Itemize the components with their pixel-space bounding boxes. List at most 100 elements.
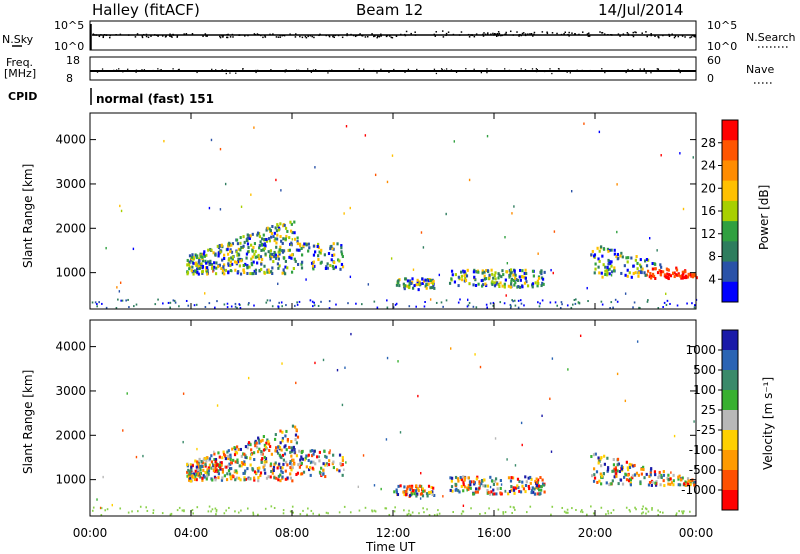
echo-cell [230, 250, 234, 254]
echo-cell [596, 246, 599, 250]
ground-scatter-cell [634, 506, 636, 509]
echo-cell [603, 462, 606, 466]
echo-cell [338, 453, 342, 457]
nave-sample [172, 68, 174, 70]
scatter-cell [390, 257, 393, 260]
ground-scatter-cell [609, 306, 611, 309]
echo-cell [268, 227, 271, 231]
echo-cell [628, 477, 631, 481]
echo-cell [234, 478, 237, 482]
echo-cell [257, 476, 260, 480]
echo-cell [279, 222, 282, 226]
sky-sample [227, 34, 229, 36]
sky-sample [467, 33, 470, 36]
echo-cell [513, 272, 516, 276]
echo-cell [260, 450, 263, 454]
echo-cell [198, 457, 201, 461]
echo-cell [521, 285, 524, 289]
echo-cell [492, 492, 495, 496]
echo-cell [336, 242, 339, 246]
sky-sample [254, 34, 256, 36]
echo-cell [279, 473, 282, 477]
nave-sample [631, 69, 634, 71]
scatter-cell [417, 394, 419, 398]
echo-cell [620, 467, 624, 471]
colorbar-segment [722, 120, 738, 141]
echo-cell [423, 489, 426, 493]
echo-cell [293, 257, 296, 261]
echo-cell [225, 478, 229, 482]
nave-sample [536, 69, 538, 71]
echo-cell [282, 271, 286, 275]
ground-scatter-cell [629, 510, 631, 513]
echo-cell [213, 265, 216, 269]
ground-scatter-cell [236, 306, 238, 309]
ground-scatter-cell [600, 506, 603, 509]
echo-cell [270, 255, 273, 259]
echo-cell [599, 472, 602, 476]
echo-cell [656, 271, 660, 275]
nave-sample [307, 68, 309, 70]
echo-cell [311, 449, 314, 453]
echo-cell [645, 273, 649, 277]
echo-cell [421, 277, 424, 281]
echo-cell [646, 269, 650, 273]
echo-cell [194, 459, 197, 463]
echo-cell [627, 468, 630, 472]
echo-cell [604, 273, 607, 277]
echo-cell [254, 271, 257, 275]
sky-sample [354, 35, 357, 38]
echo-cell [218, 244, 221, 248]
ground-scatter-cell [145, 506, 148, 509]
ground-scatter-cell [689, 510, 691, 513]
echo-cell [193, 472, 196, 476]
echo-cell [246, 250, 250, 254]
echo-cell [654, 473, 657, 477]
sky-sample [364, 36, 367, 38]
echo-cell [194, 474, 197, 478]
nave-sample [376, 72, 378, 74]
echo-cell [263, 443, 266, 447]
echo-cell [255, 441, 258, 445]
echo-cell [316, 244, 319, 248]
echo-cell [250, 263, 254, 267]
ground-scatter-cell [157, 298, 159, 301]
sky-sample [599, 31, 601, 33]
echo-cell [257, 438, 260, 442]
scatter-cell [551, 357, 554, 360]
echo-cell [504, 278, 507, 282]
sky-sample [226, 36, 228, 39]
ground-scatter-cell [173, 299, 176, 302]
ground-scatter-cell [117, 298, 119, 301]
echo-cell [606, 271, 609, 275]
echo-cell [284, 469, 287, 473]
echo-cell [281, 430, 284, 434]
sky-sample [244, 35, 246, 37]
echo-cell [237, 247, 240, 251]
echo-cell [398, 284, 401, 288]
echo-cell [242, 268, 245, 272]
echo-cell [593, 254, 596, 258]
sky-sample [403, 33, 406, 36]
scatter-cell [586, 286, 588, 290]
sky-sample [498, 32, 501, 35]
echo-cell [406, 485, 409, 489]
echo-cell [215, 468, 218, 472]
ground-scatter-cell [646, 300, 649, 303]
echo-cell [203, 250, 206, 254]
echo-cell [681, 270, 684, 274]
echo-cell [192, 261, 195, 265]
echo-cell [215, 261, 218, 265]
echo-cell [229, 260, 232, 264]
ground-scatter-cell [605, 513, 607, 516]
echo-cell [414, 489, 418, 493]
scatter-cell [550, 450, 553, 453]
scatter-cell [208, 206, 211, 210]
sky-sample [473, 35, 476, 38]
echo-cell [672, 483, 675, 487]
scatter-cell [99, 506, 102, 510]
echo-cell [204, 463, 207, 467]
echo-cell [590, 455, 593, 459]
echo-cell [270, 452, 273, 456]
echo-cell [328, 459, 331, 463]
